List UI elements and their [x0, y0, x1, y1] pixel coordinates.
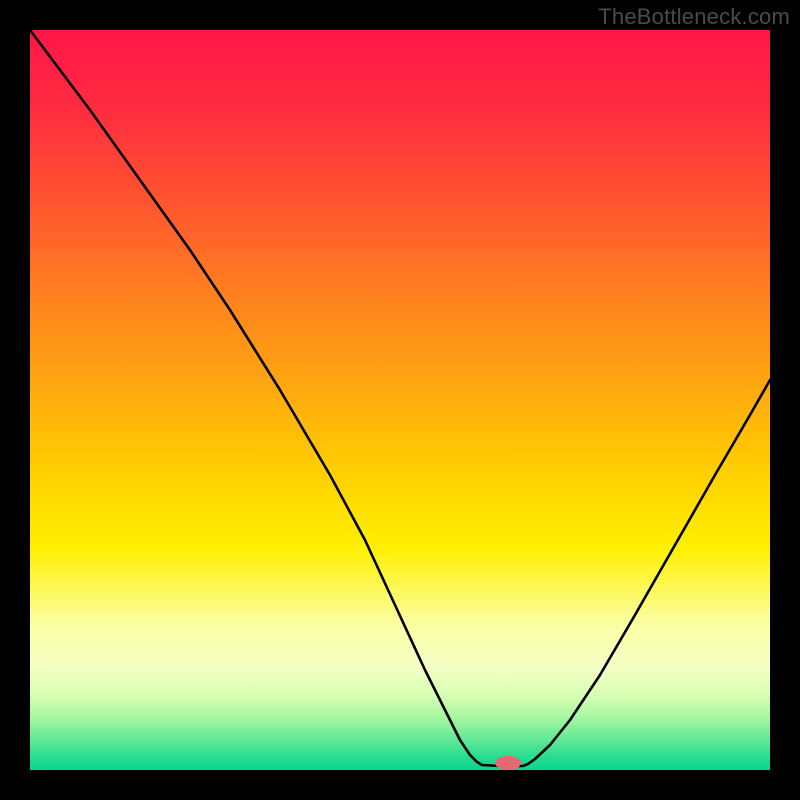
watermark-text: TheBottleneck.com	[598, 4, 790, 30]
plot-svg	[0, 0, 800, 800]
plot-background	[30, 30, 770, 770]
chart-stage: TheBottleneck.com	[0, 0, 800, 800]
optimal-marker	[495, 756, 521, 770]
